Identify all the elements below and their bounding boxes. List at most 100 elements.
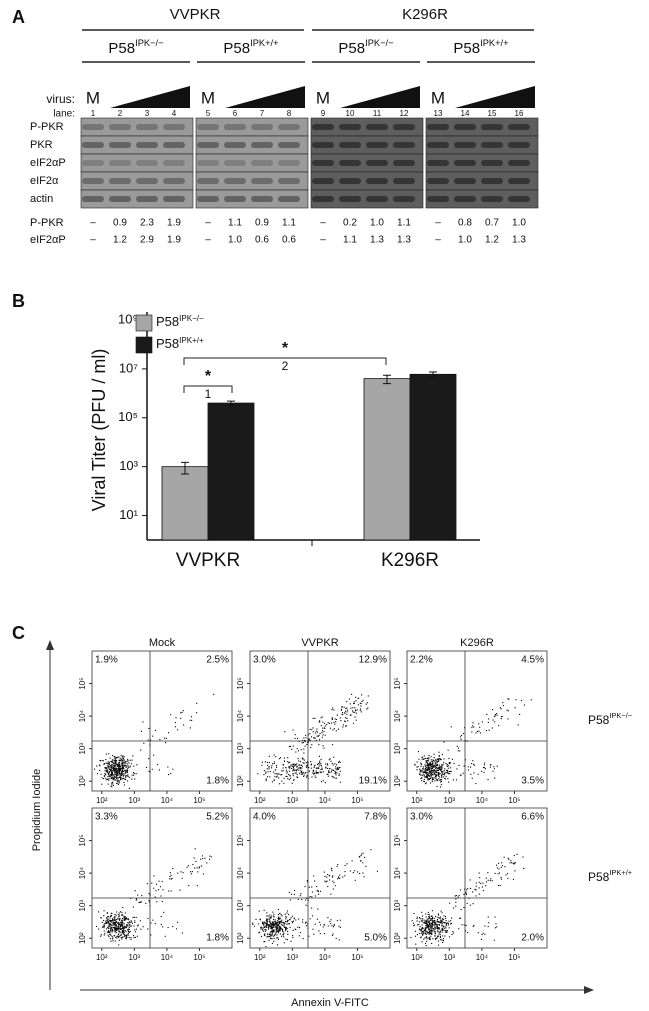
event-dot — [119, 918, 121, 920]
event-dot — [265, 919, 268, 921]
event-dot — [450, 770, 452, 772]
event-dot — [278, 919, 280, 921]
event-dot — [425, 936, 427, 939]
blot-band — [454, 196, 476, 202]
event-dot — [123, 774, 125, 777]
event-dot — [465, 892, 467, 894]
event-dot — [435, 771, 437, 773]
event-dot — [169, 878, 171, 880]
event-dot — [277, 917, 279, 920]
event-dot — [435, 916, 437, 918]
event-dot — [274, 921, 276, 923]
x-tick-label: 10³ — [129, 953, 141, 962]
event-dot — [335, 774, 337, 776]
dose-triangle — [225, 86, 305, 108]
event-dot — [103, 775, 105, 777]
event-dot — [447, 922, 449, 924]
event-dot — [511, 862, 513, 864]
event-dot — [137, 924, 139, 926]
event-dot — [324, 875, 326, 877]
event-dot — [335, 777, 337, 779]
event-dot — [269, 917, 271, 919]
event-dot — [273, 929, 275, 931]
event-dot — [318, 739, 321, 741]
event-dot — [313, 767, 315, 769]
blot-band — [339, 160, 361, 166]
x-tick-label: 10² — [96, 796, 108, 805]
event-dot — [268, 926, 270, 928]
event-dot — [106, 770, 108, 772]
event-dot — [109, 924, 111, 926]
event-dot — [485, 729, 488, 732]
event-dot — [267, 920, 269, 922]
event-dot — [328, 722, 330, 724]
blot-band — [197, 178, 219, 184]
quant-value: 0.7 — [485, 218, 499, 229]
event-dot — [121, 768, 123, 770]
event-dot — [462, 772, 464, 774]
event-dot — [437, 931, 439, 933]
event-dot — [303, 748, 305, 750]
event-dot — [127, 769, 129, 771]
event-dot — [302, 921, 304, 923]
event-dot — [512, 878, 515, 881]
event-dot — [105, 921, 107, 923]
event-dot — [279, 926, 281, 928]
event-dot — [438, 917, 440, 919]
event-dot — [125, 761, 127, 763]
event-dot — [175, 928, 178, 930]
event-dot — [467, 932, 469, 934]
event-dot — [424, 769, 426, 771]
blot-band — [366, 142, 388, 148]
event-dot — [278, 930, 280, 932]
event-dot — [171, 877, 173, 879]
bar — [207, 402, 255, 541]
event-dot — [305, 899, 307, 901]
event-dot — [433, 769, 435, 771]
event-dot — [114, 917, 116, 919]
event-dot — [318, 734, 320, 736]
event-dot — [430, 770, 432, 772]
event-dot — [294, 928, 296, 930]
blot-band — [427, 196, 449, 202]
event-dot — [336, 769, 338, 771]
event-dot — [428, 757, 430, 759]
event-dot — [121, 762, 124, 764]
event-dot — [272, 930, 274, 932]
event-dot — [473, 763, 475, 765]
event-dot — [134, 921, 136, 923]
lane-number: 11 — [373, 109, 382, 118]
event-dot — [100, 917, 102, 919]
subgroup-label: P58IPK+/+ — [453, 38, 508, 57]
event-dot — [435, 777, 437, 779]
subgroup-label: P58IPK−/− — [108, 38, 163, 57]
event-dot — [110, 777, 112, 779]
event-dot — [335, 766, 337, 768]
lane-number: 3 — [145, 109, 150, 118]
event-dot — [124, 916, 126, 918]
event-dot — [106, 922, 108, 924]
event-dot — [295, 751, 297, 753]
event-dot — [125, 927, 128, 929]
event-dot — [290, 893, 293, 895]
event-dot — [274, 919, 276, 921]
event-dot — [420, 936, 422, 938]
event-dot — [435, 767, 438, 769]
event-dot — [120, 937, 122, 939]
event-dot — [434, 927, 436, 929]
event-dot — [121, 924, 123, 926]
event-dot — [104, 923, 106, 925]
event-dot — [148, 901, 150, 903]
event-dot — [128, 762, 130, 764]
event-dot — [121, 911, 123, 913]
event-dot — [282, 763, 284, 766]
event-dot — [458, 928, 460, 930]
event-dot — [496, 867, 498, 869]
event-dot — [355, 696, 357, 698]
event-dot — [354, 709, 357, 711]
event-dot — [99, 769, 101, 771]
event-dot — [332, 769, 334, 771]
event-dot — [292, 765, 294, 768]
event-dot — [419, 929, 421, 931]
event-dot — [431, 760, 433, 762]
